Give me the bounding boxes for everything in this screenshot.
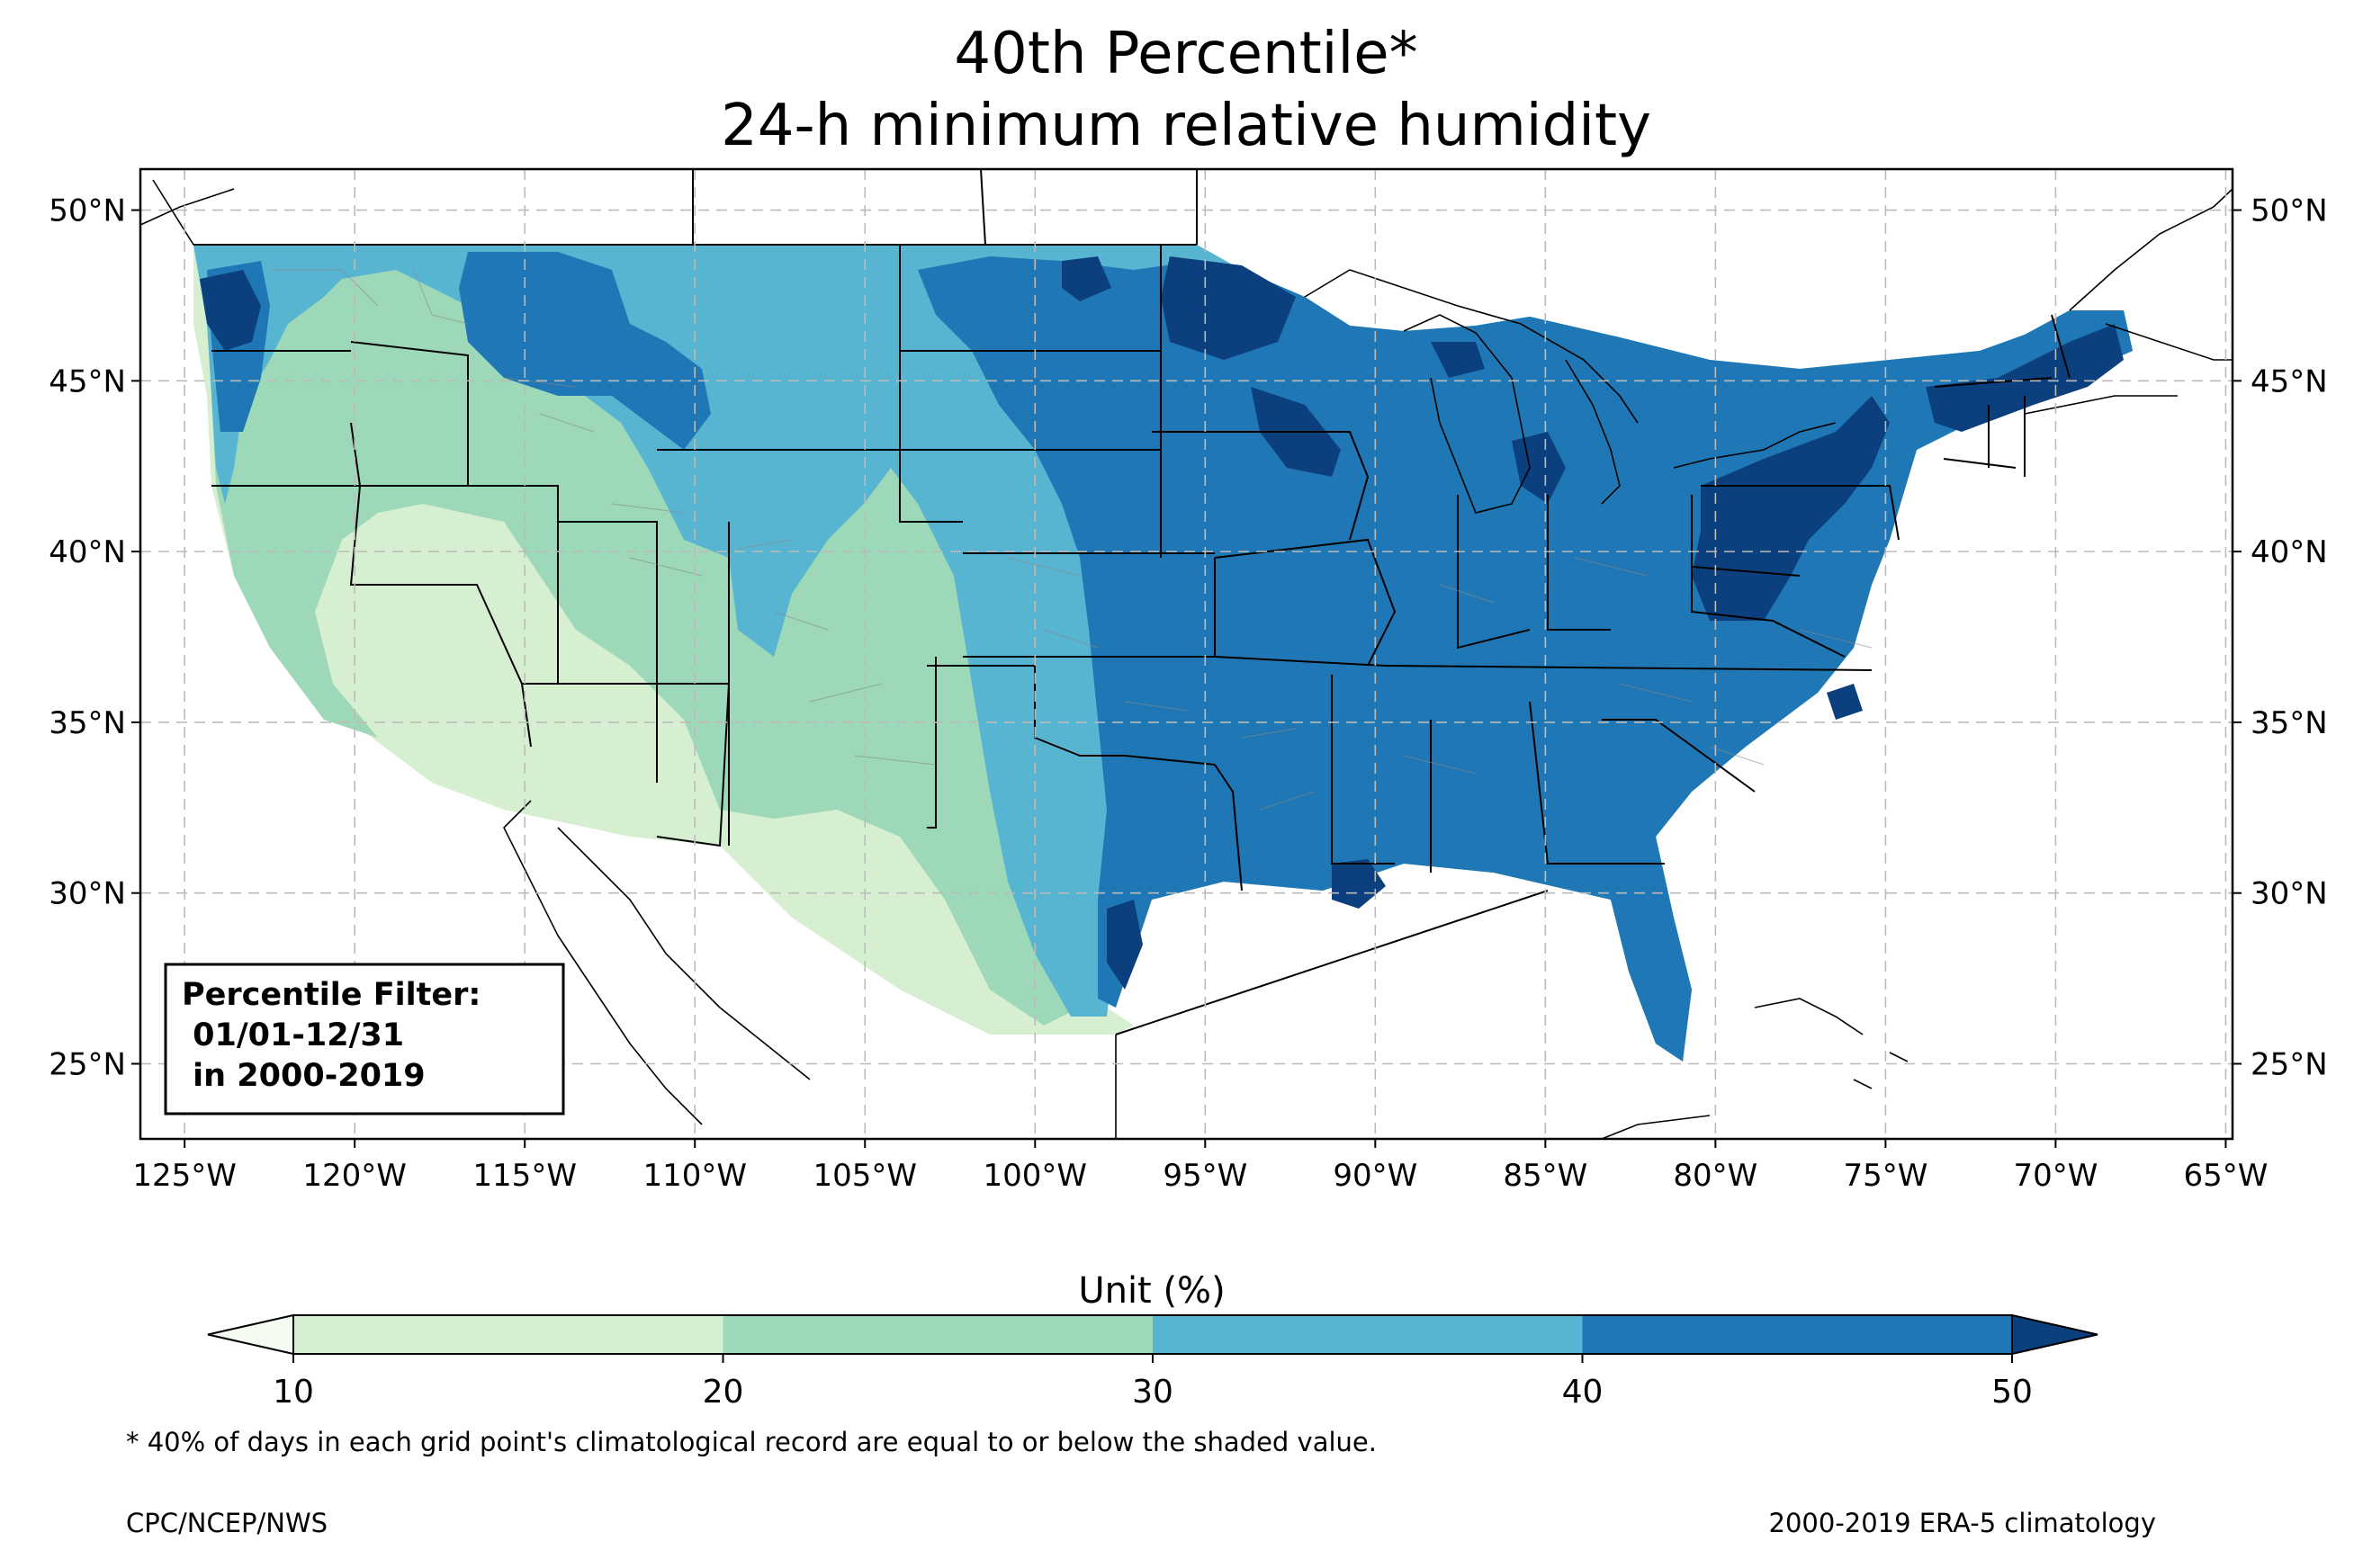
lat-tick-label-right: 30°N (2251, 876, 2328, 912)
colorbar-extend-over (2011, 1313, 2098, 1356)
lat-tick-label-left: 30°N (49, 876, 126, 912)
lat-tick-label-left: 25°N (49, 1046, 126, 1082)
lon-tick-label: 90°W (1333, 1158, 1417, 1194)
lat-tick-label-left: 50°N (49, 193, 126, 229)
lon-tick-label: 70°W (2013, 1158, 2098, 1194)
lat-tick-label-right: 35°N (2251, 705, 2328, 741)
colorbar-tick-label: 40 (1562, 1374, 1604, 1411)
lon-tick-label: 100°W (984, 1158, 1088, 1194)
colorbar-bin (1153, 1315, 1583, 1354)
lon-axis: 125°W 120°W 115°W 110°W 105°W 100°W 95°W 90°W 85… (132, 1139, 2268, 1194)
lat-tick-label-left: 45°N (49, 363, 126, 399)
colorbar-bin (1582, 1315, 2012, 1354)
percentile-filter-box: Percentile Filter: 01/01-12/31 in 2000-2… (164, 963, 565, 1116)
county-lines (270, 269, 1873, 811)
lat-tick-label-right: 45°N (2251, 363, 2328, 399)
colorbar-tick-label: 30 (1132, 1374, 1173, 1411)
lon-tick-label: 95°W (1163, 1158, 1247, 1194)
filter-box-line2: 01/01-12/31 (182, 1017, 404, 1053)
colorbar-bin (293, 1315, 723, 1354)
filter-box-line1: Percentile Filter: (182, 977, 481, 1013)
state-borders (193, 169, 2071, 1035)
coastlines (140, 179, 2233, 1139)
lat-axis-left: 25°N 30°N 35°N 40°N 45°N 50°N (49, 193, 140, 1082)
colorbar: 10 20 30 40 50 (207, 1313, 2098, 1411)
lat-axis-right: 25°N 30°N 35°N 40°N 45°N 50°N (2233, 193, 2328, 1082)
humidity-region-over-50 (200, 256, 2124, 990)
credit-left: CPC/NCEP/NWS (126, 1508, 328, 1538)
lon-tick-label: 65°W (2183, 1158, 2268, 1194)
credit-right: 2000-2019 ERA-5 climatology (1768, 1508, 2156, 1538)
footnote: * 40% of days in each grid point's clima… (126, 1427, 1377, 1457)
colorbar-label: Unit (%) (1078, 1270, 1225, 1312)
map-title-line1: 40th Percentile* (954, 21, 1418, 87)
lon-tick-label: 85°W (1503, 1158, 1587, 1194)
colorbar-extend-under (207, 1313, 294, 1356)
lon-tick-label: 110°W (642, 1158, 747, 1194)
lat-tick-label-left: 35°N (49, 705, 126, 741)
lon-tick-label: 80°W (1673, 1158, 1757, 1194)
colorbar-tick-label: 50 (1991, 1374, 2033, 1411)
colorbar-bin (723, 1315, 1153, 1354)
map-frame (139, 167, 2234, 1141)
lon-tick-label: 125°W (132, 1158, 237, 1194)
lat-tick-label-right: 40°N (2251, 534, 2328, 570)
filter-box-line3: in 2000-2019 (182, 1058, 426, 1094)
colorbar-tick-label: 10 (273, 1374, 314, 1411)
map-title-line2: 24-h minimum relative humidity (721, 93, 1651, 159)
lon-tick-label: 105°W (813, 1158, 917, 1194)
lat-tick-label-right: 25°N (2251, 1046, 2328, 1082)
lon-tick-label: 120°W (302, 1158, 407, 1194)
lon-tick-label: 115°W (472, 1158, 577, 1194)
colorbar-tick-label: 20 (703, 1374, 744, 1411)
lat-tick-label-right: 50°N (2251, 193, 2328, 229)
lon-tick-label: 75°W (1843, 1158, 1927, 1194)
lat-tick-label-left: 40°N (49, 534, 126, 570)
